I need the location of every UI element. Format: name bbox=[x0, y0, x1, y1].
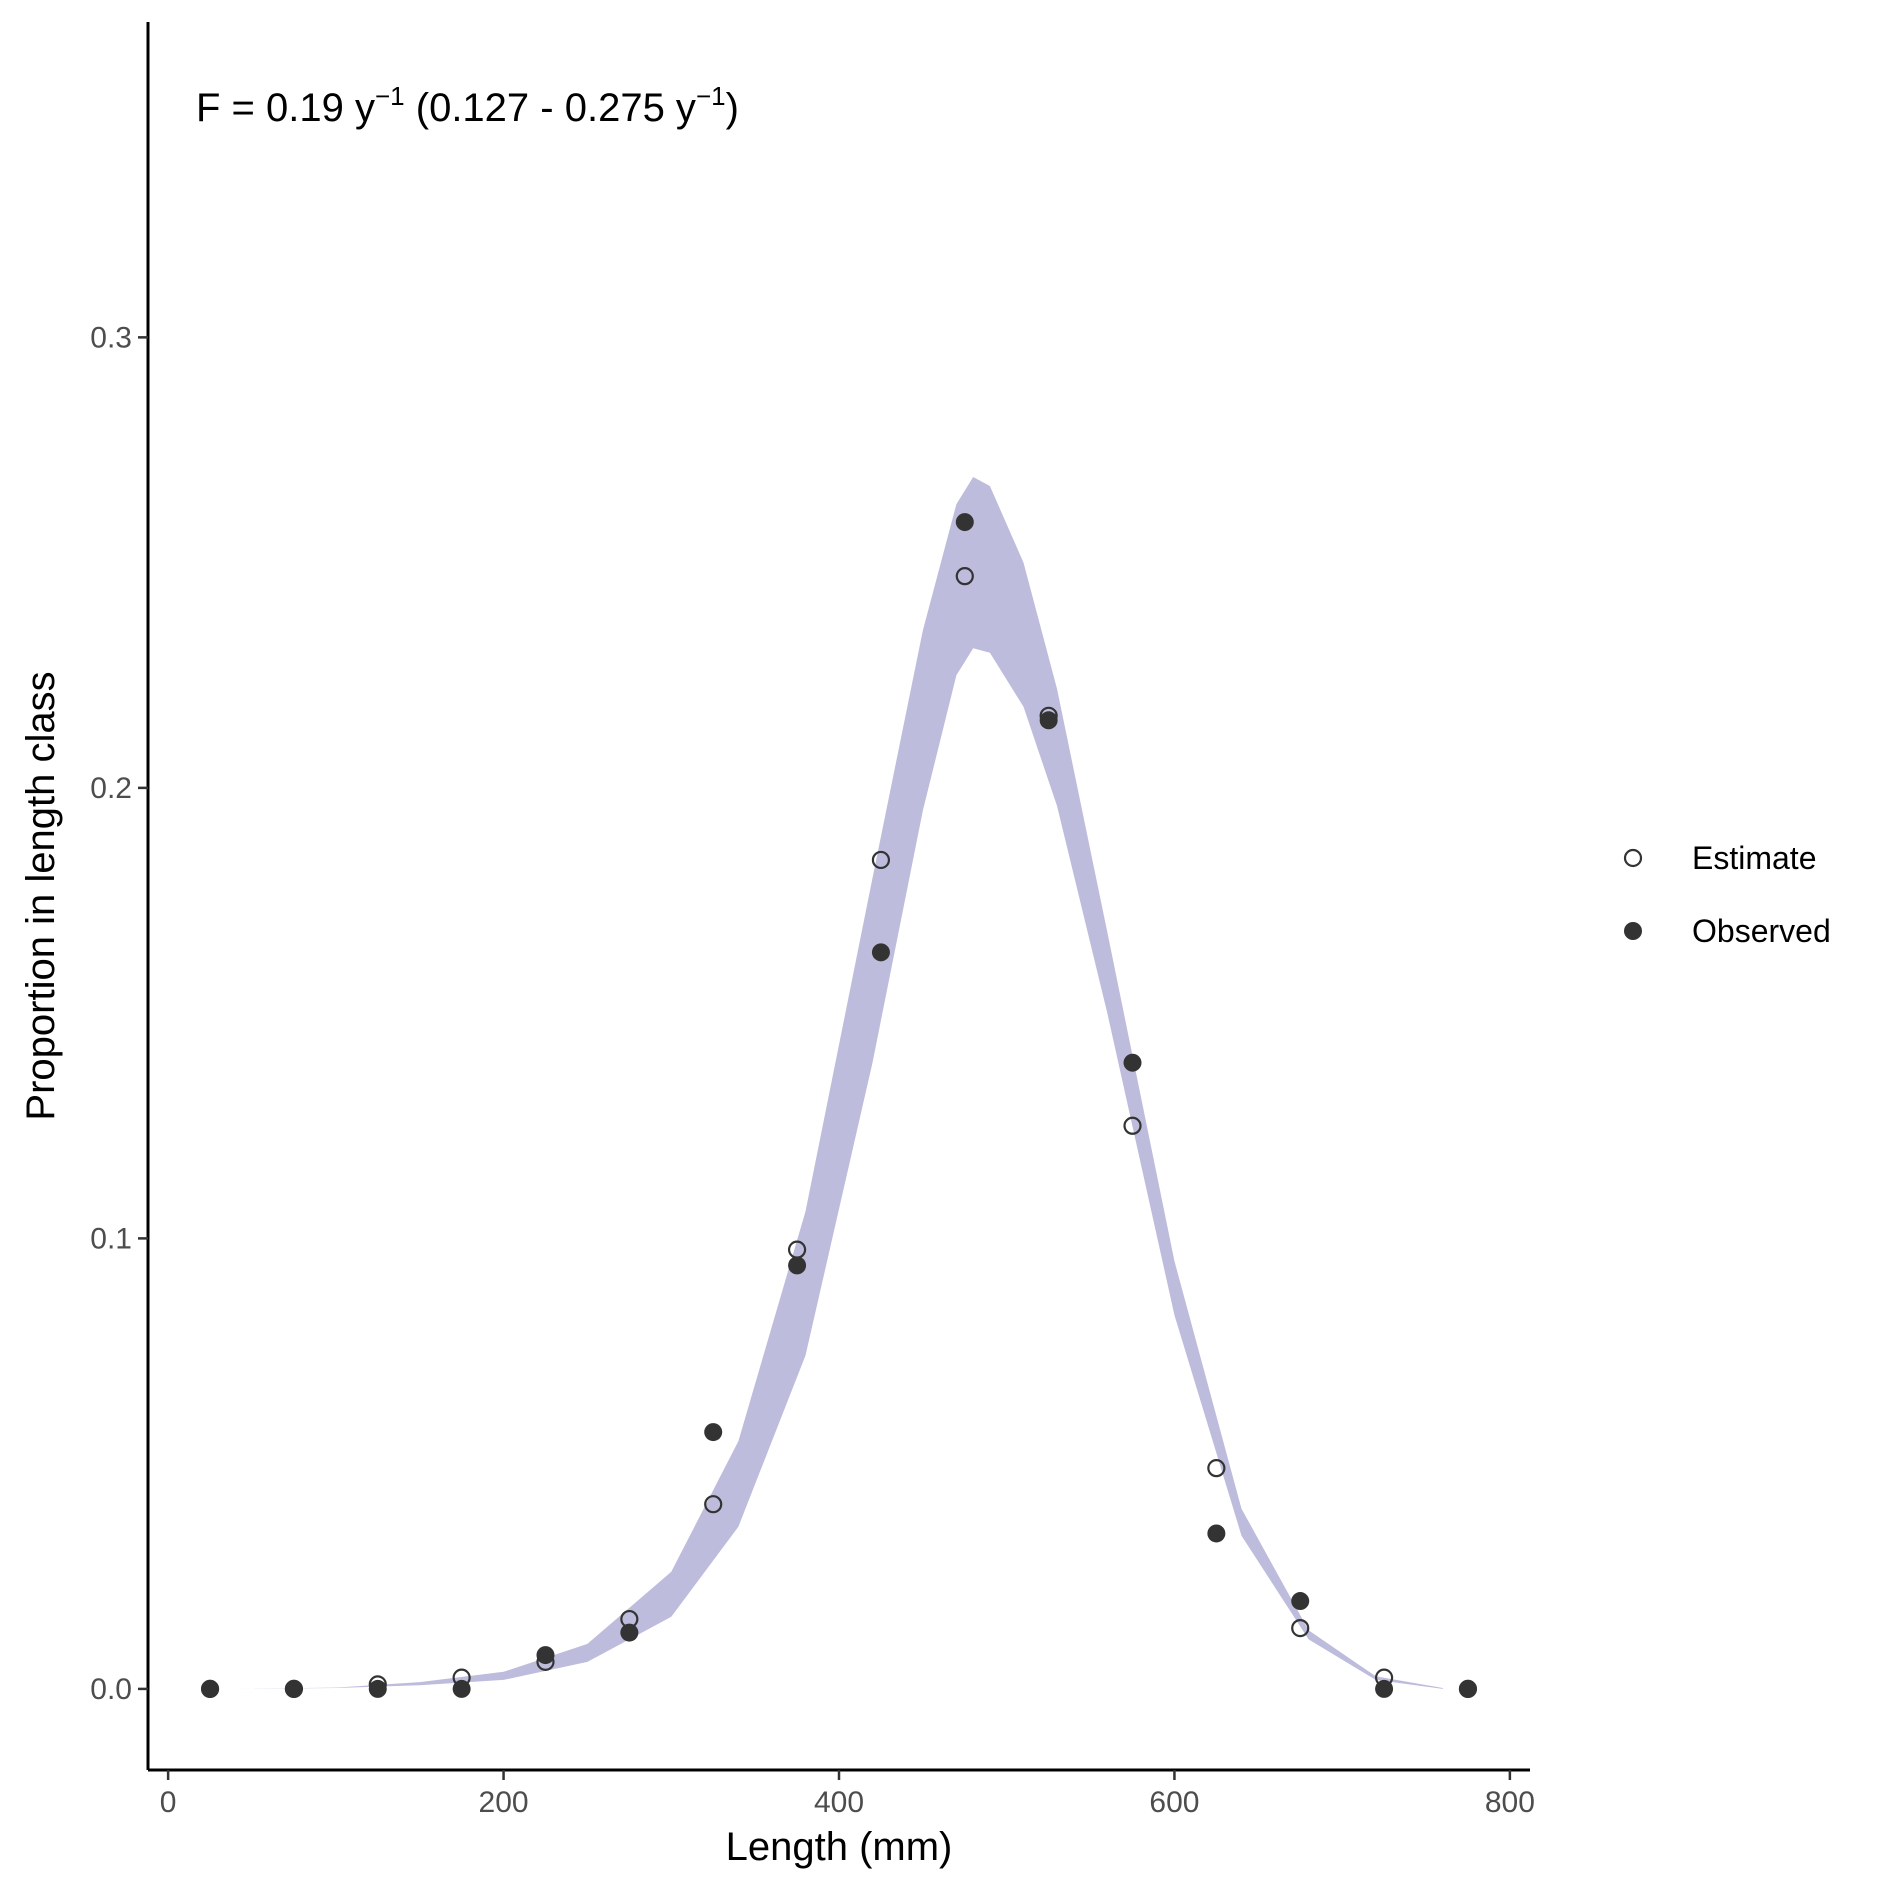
annotation-middle: (0.127 - 0.275 y bbox=[405, 86, 696, 130]
x-tick-label: 800 bbox=[1485, 1786, 1535, 1819]
annotation-suffix: ) bbox=[726, 86, 739, 130]
x-axis-ticks: 0 200 400 600 800 bbox=[160, 1770, 1535, 1819]
estimate-point bbox=[704, 1495, 723, 1514]
y-tick-label: 0.2 bbox=[90, 772, 132, 805]
annotation-superscript-2: −1 bbox=[696, 81, 726, 111]
x-axis-title: Length (mm) bbox=[726, 1825, 953, 1869]
observed-point bbox=[368, 1679, 387, 1698]
observed-point bbox=[788, 1256, 807, 1275]
estimate-point bbox=[1123, 1116, 1142, 1135]
confidence-band bbox=[235, 477, 1443, 1689]
y-tick-label: 0.1 bbox=[90, 1222, 132, 1255]
legend-observed-key bbox=[1624, 922, 1642, 940]
observed-point bbox=[452, 1679, 471, 1698]
observed-point bbox=[1039, 711, 1058, 730]
f-estimate-annotation: F = 0.19 y−1 (0.127 - 0.275 y−1) bbox=[196, 81, 739, 130]
observed-series bbox=[201, 513, 1477, 1698]
y-tick-label: 0.3 bbox=[90, 321, 132, 354]
annotation-superscript-1: −1 bbox=[375, 81, 405, 111]
observed-point bbox=[955, 513, 974, 532]
observed-point bbox=[201, 1679, 220, 1698]
observed-point bbox=[704, 1423, 723, 1442]
observed-point bbox=[1458, 1679, 1477, 1698]
observed-point bbox=[536, 1646, 555, 1665]
x-tick-label: 200 bbox=[479, 1786, 529, 1819]
estimate-point bbox=[955, 567, 974, 586]
x-tick-label: 0 bbox=[160, 1786, 177, 1819]
estimate-point bbox=[1291, 1618, 1310, 1638]
y-axis-title: Proportion in length class bbox=[19, 671, 63, 1120]
x-tick-label: 400 bbox=[814, 1786, 864, 1819]
observed-point bbox=[284, 1679, 303, 1698]
y-axis-ticks: 0.0 0.1 0.2 0.3 bbox=[90, 321, 148, 1706]
estimate-point bbox=[871, 850, 891, 870]
legend-estimate-key bbox=[1623, 848, 1643, 868]
observed-point bbox=[1375, 1679, 1394, 1698]
observed-point bbox=[871, 943, 890, 962]
legend-estimate-label: Estimate bbox=[1692, 840, 1816, 876]
observed-point bbox=[620, 1623, 639, 1642]
observed-point bbox=[1123, 1053, 1142, 1072]
annotation-prefix: F = 0.19 y bbox=[196, 86, 375, 130]
legend: Estimate Observed bbox=[1623, 840, 1831, 949]
observed-point bbox=[1291, 1592, 1310, 1611]
x-tick-label: 600 bbox=[1149, 1786, 1199, 1819]
y-tick-label: 0.0 bbox=[90, 1673, 132, 1706]
legend-observed-label: Observed bbox=[1692, 913, 1831, 949]
observed-point bbox=[1207, 1524, 1226, 1543]
estimate-point bbox=[1207, 1459, 1226, 1478]
